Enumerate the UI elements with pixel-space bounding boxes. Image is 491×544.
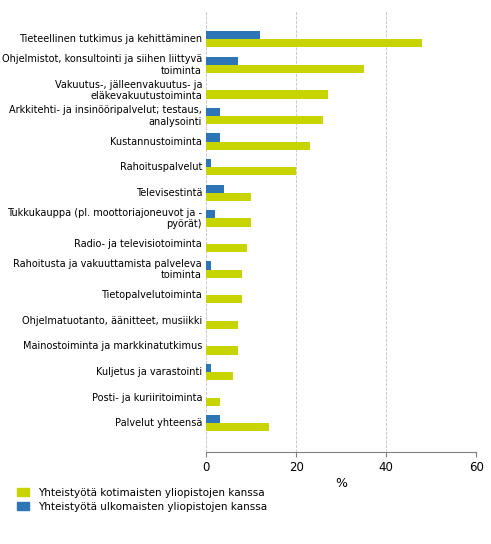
Bar [206,57,238,65]
Legend: Yhteistyötä kotimaisten yliopistojen kanssa, Yhteistyötä ulkomaisten yliopistoje: Yhteistyötä kotimaisten yliopistojen kan… [17,487,267,512]
Bar [206,184,224,193]
Bar [206,133,219,141]
Bar [206,193,251,201]
Bar [206,210,215,218]
Bar [206,423,269,431]
Bar [206,116,323,124]
Bar [206,31,260,39]
Bar [206,244,246,252]
Bar [206,270,242,278]
Bar [206,262,211,270]
Bar [206,108,219,116]
Bar [206,415,219,423]
Bar [206,295,242,304]
Bar [206,321,238,329]
Bar [206,167,296,175]
Bar [206,39,422,47]
Bar [206,372,233,380]
Bar [206,65,364,73]
Bar [206,141,310,150]
Bar [206,398,219,406]
Bar [206,364,211,372]
Bar [206,159,211,167]
X-axis label: %: % [335,477,347,490]
Bar [206,90,327,98]
Bar [206,347,238,355]
Bar [206,218,251,227]
